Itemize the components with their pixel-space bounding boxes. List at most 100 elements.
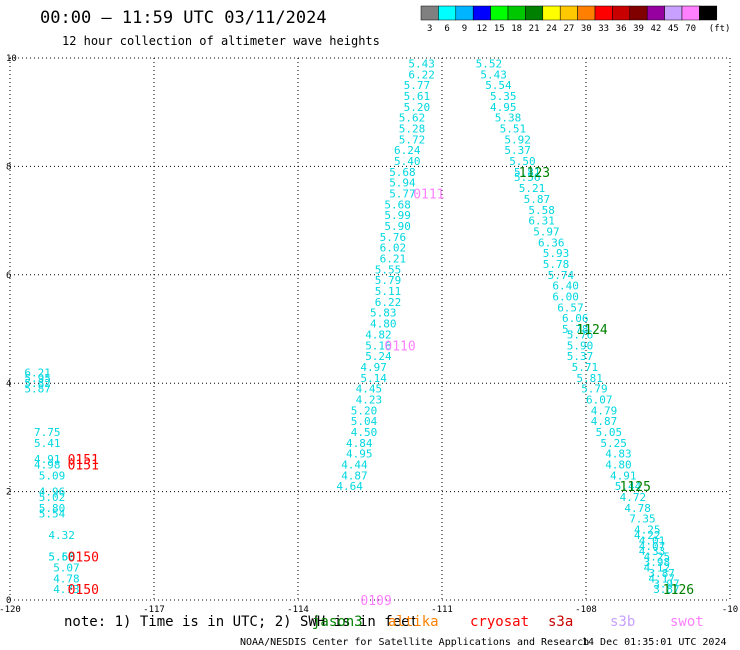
x-tick-label: -108 [575,605,597,615]
swh-point: 4.87 [591,415,618,428]
swh-point: 5.82 [24,377,51,390]
swh-point: 4.98 [34,459,61,472]
scale-label: 21 [529,24,540,34]
swh-point: 5.61 [404,90,431,103]
scale-swatch [629,5,648,21]
swh-point: 4.91 [610,469,637,482]
swh-point: 4.25 [634,524,661,537]
swh-point: 4.78 [624,502,651,515]
scale-swatch [455,5,474,21]
x-tick-label: -120 [0,605,21,615]
satellite-legend-jason3: jason3 [312,614,363,630]
scale-swatch [420,5,439,21]
scale-swatch [681,5,700,21]
swh-point: 4.79 [591,404,618,417]
swh-point: 7.35 [629,513,656,526]
footer-note: note: 1) Time is in UTC; 2) SWH is in fe… [64,614,418,630]
y-tick-label: 2 [6,488,11,498]
swh-point: 4.64 [336,480,363,493]
scale-swatch [490,5,509,21]
swh-point: 5.38 [495,112,522,125]
scale-label: 9 [462,24,467,34]
scale-swatch [577,5,596,21]
swh-point: 3.97 [653,578,680,591]
swh-point: 5.43 [480,68,507,81]
swh-point: 4.45 [356,383,383,396]
pass-label: 1124 [576,323,607,338]
pass-label: 0111 [413,188,444,203]
swh-point: 5.09 [39,469,66,482]
swh-point: 5.43 [408,57,435,70]
x-tick-label: -114 [287,605,309,615]
swh-point: 5.90 [384,220,411,233]
y-tick-label: 4 [6,379,11,389]
y-tick-label: 6 [6,271,11,281]
swh-point: 4.82 [365,328,392,341]
scale-swatch [559,5,578,21]
swh-point: 4.87 [341,469,368,482]
swh-point: 3.87 [653,583,680,596]
swh-point: 4.44 [341,459,368,472]
satellite-legend-s3b: s3b [610,614,635,630]
scale-swatch [438,5,457,21]
satellite-legend-s3a: s3a [548,614,573,630]
x-tick-label: -117 [143,605,165,615]
pass-label: 1123 [519,166,550,181]
swh-point: 5.21 [519,182,546,195]
swh-point: 5.41 [34,437,61,450]
satellite-legend-altika: altika [388,614,439,630]
swh-point: 5.40 [394,155,421,168]
swh-point: 6.31 [528,215,555,228]
satellite-legend-cryosat: cryosat [470,614,529,630]
swh-point: 4.78 [53,572,79,585]
swh-point: 6.36 [538,236,565,249]
scale-label: 45 [668,24,679,34]
swh-point: 5.58 [528,204,555,217]
swh-point: 4.97 [360,361,387,374]
swh-point: 5.55 [375,263,402,276]
swh-point: 6.02 [380,242,407,255]
swh-point: 5.81 [576,372,603,385]
swh-point: 5.76 [567,328,594,341]
scale-swatch [472,5,491,21]
scale-label: 12 [476,24,487,34]
y-tick-label: 8 [6,162,11,172]
swh-point: 6.22 [408,68,435,81]
scale-swatch [525,5,544,21]
swh-point: 4.01 [639,534,666,547]
swh-point: 5.37 [504,144,531,157]
swh-point: 4.73 [53,583,79,596]
swh-point: 5.24 [365,350,392,363]
swh-point: 5.94 [389,177,416,190]
scale-swatch [699,5,718,21]
swh-point: 5.76 [380,231,407,244]
y-tick-label: 10 [6,54,17,64]
scale-label: 39 [633,24,644,34]
scale-label: 30 [581,24,592,34]
swh-point: 6.21 [380,253,407,266]
pass-label: 0150 [68,583,99,598]
swh-point: 5.71 [572,361,599,374]
swh-point: 4.91 [34,453,61,466]
swh-point: 5.04 [351,415,378,428]
swh-point: 5.97 [533,225,560,238]
scale-label: 36 [616,24,627,34]
pass-label: 0151 [68,453,99,468]
pass-label: 1125 [620,480,651,495]
scale-label: 27 [563,24,574,34]
x-tick-label: -10 [722,605,738,615]
pass-label: 0110 [384,339,415,354]
swh-point: 4.25 [644,551,671,564]
swh-point: 4.17 [648,572,675,585]
swh-point: 5.25 [600,437,627,450]
swh-point: 5.74 [548,269,575,282]
swh-point: 4.96 [39,486,66,499]
scale-swatch [507,5,526,21]
swh-point: 4.83 [605,448,632,461]
swh-point: 6.22 [375,296,402,309]
swh-point: 6.00 [552,290,579,303]
swh-point: 5.83 [370,307,397,320]
swh-point: 5.92 [504,133,531,146]
footer-timestamp: 14 Dec 01:35:01 UTC 2024 [582,637,727,648]
